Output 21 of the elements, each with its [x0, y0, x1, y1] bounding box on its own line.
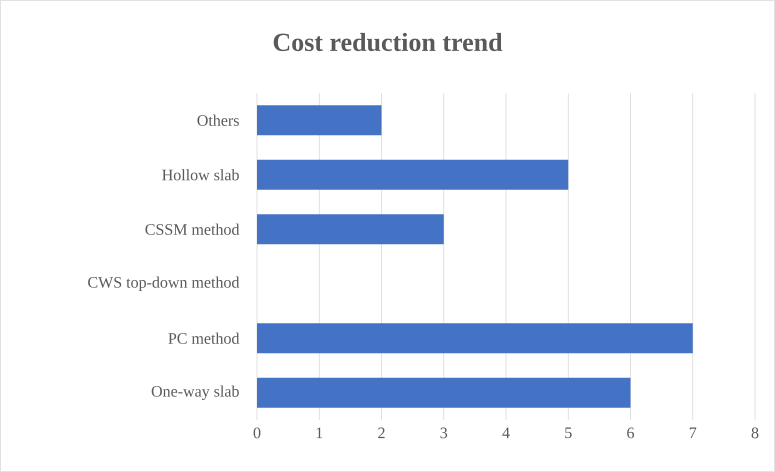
bar [257, 105, 382, 136]
x-tick-label: 2 [378, 428, 385, 438]
y-tick-label: Others [197, 114, 239, 126]
x-tick-label: 4 [502, 428, 510, 438]
x-tick-label: 1 [316, 428, 322, 438]
chart-title: Cost reduction trend [274, 32, 502, 52]
x-tick-label: 8 [752, 428, 758, 438]
bar [257, 160, 568, 190]
y-tick-label: PC method [168, 332, 240, 344]
bar [257, 214, 444, 244]
y-tick-label: CSSM method [145, 224, 240, 235]
x-tick-label: 5 [565, 428, 572, 438]
bar [257, 323, 693, 354]
y-tick-label: CWS top-down method [88, 276, 240, 292]
y-tick-label: Hollow slab [162, 169, 239, 180]
y-tick-label: One-way slab [152, 385, 239, 400]
x-tick-label: 6 [627, 428, 634, 438]
x-tick-label: 3 [440, 428, 448, 438]
x-tick-label: 7 [690, 428, 696, 438]
bar [257, 378, 631, 408]
x-tick-label: 0 [254, 428, 260, 438]
